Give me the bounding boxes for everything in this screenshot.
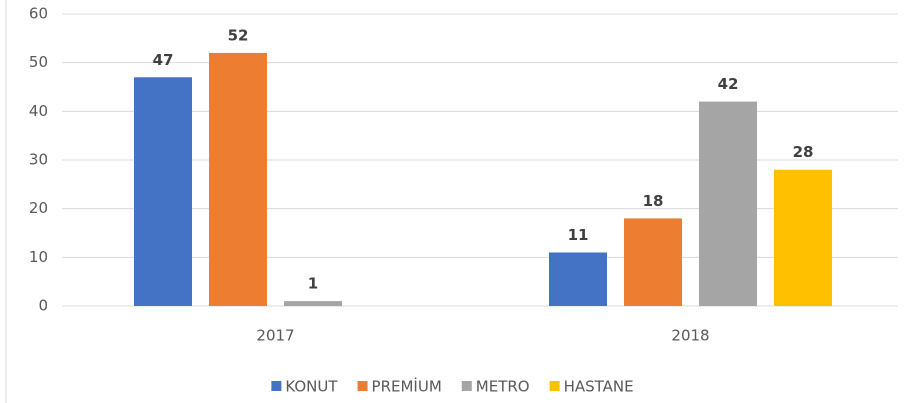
- data-label: 47: [153, 51, 174, 69]
- legend-swatch: [357, 381, 368, 391]
- data-label: 42: [718, 75, 739, 93]
- y-tick-label: 20: [29, 199, 48, 217]
- y-tick-label: 50: [29, 53, 48, 71]
- legend-label: HASTANE: [564, 378, 634, 396]
- data-label: 11: [568, 226, 589, 244]
- bar: [699, 101, 757, 306]
- bar: [209, 52, 267, 306]
- legend-label: KONUT: [285, 378, 338, 396]
- y-tick-label: 0: [38, 297, 48, 315]
- bar: [284, 301, 342, 306]
- data-label: 28: [793, 143, 814, 161]
- legend-swatch: [549, 381, 560, 391]
- data-label: 18: [643, 192, 664, 210]
- legend-label: METRO: [476, 378, 530, 396]
- bar: [624, 218, 682, 306]
- y-tick-label: 10: [29, 248, 48, 266]
- x-tick-label: 2018: [671, 327, 709, 345]
- bar: [134, 77, 192, 307]
- legend-label: PREMİUM: [372, 377, 442, 396]
- bar: [774, 169, 832, 306]
- y-tick-label: 60: [29, 5, 48, 23]
- x-tick-label: 2017: [256, 327, 294, 345]
- y-tick-label: 30: [29, 151, 48, 169]
- data-label: 1: [308, 275, 318, 293]
- bar: [549, 252, 607, 306]
- legend-swatch: [271, 381, 282, 391]
- data-label: 52: [228, 26, 249, 44]
- legend-swatch: [461, 381, 472, 391]
- y-tick-label: 40: [29, 102, 48, 120]
